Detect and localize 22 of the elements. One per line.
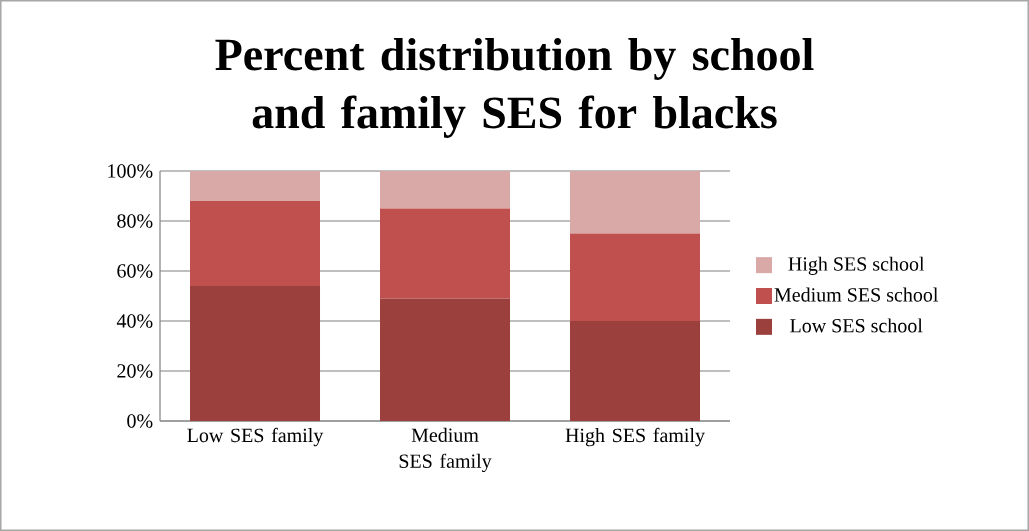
y-tick-label: 60% [117, 264, 153, 278]
bar [570, 170, 701, 234]
legend-label: Low SES school [790, 318, 923, 333]
x-tick-label: Medium SES family [399, 427, 492, 473]
bar [570, 320, 701, 421]
legend-label: Medium SES school [774, 287, 939, 302]
y-tick-label: 0% [127, 414, 153, 428]
bar [190, 200, 321, 286]
y-tick-label: 40% [116, 314, 153, 328]
legend-label: High SES school [788, 256, 925, 275]
bar [380, 170, 511, 209]
y-tick-label: 80% [117, 214, 153, 228]
bar [380, 208, 511, 299]
y-tick-label: 20% [117, 364, 153, 378]
x-tick-label: High SES family [565, 427, 705, 447]
bar [190, 170, 321, 201]
bar [570, 233, 701, 321]
x-tick-label: Low SES family [187, 427, 324, 447]
y-tick-label: 100% [108, 164, 153, 178]
bar [380, 298, 511, 421]
chart-title: Percent distribution by school and family SES for blacks [215, 38, 814, 138]
bar [190, 285, 321, 421]
